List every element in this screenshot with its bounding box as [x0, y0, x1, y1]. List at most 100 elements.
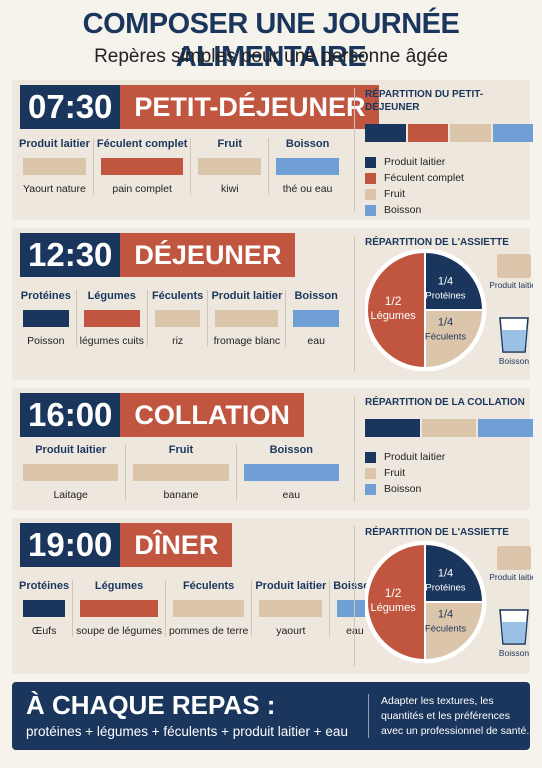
glass-water: [501, 330, 527, 351]
extra-label: Produit laitier: [489, 280, 533, 290]
distribution-panel: RÉPARTITION DE L'ASSIETTE 1/2 Légumes 1/4 Pr…: [354, 236, 539, 372]
item-category: Boisson: [294, 290, 338, 302]
item-food: Yaourt nature: [23, 183, 86, 195]
meal-items: Produit laitier Yaourt nature Féculent com…: [16, 138, 346, 195]
meal-time: 19:00: [20, 523, 121, 567]
item-swatch: [80, 600, 158, 617]
distribution-panel: RÉPARTITION DE L'ASSIETTE 1/2 Légumes 1/4 Pr…: [354, 526, 539, 666]
meal-items: Produit laitier Laitage Fruit banane Boisson…: [16, 444, 346, 501]
item-food: légumes cuits: [79, 335, 144, 347]
item-food: Œufs: [31, 625, 57, 637]
item-swatch: [83, 310, 140, 327]
item-category: Produit laitier: [35, 444, 107, 456]
slice-fraction: 1/4: [438, 317, 453, 329]
meal-time: 16:00: [20, 393, 121, 437]
item-category: Boisson: [269, 444, 314, 456]
legend-item: Boisson: [365, 481, 533, 497]
bar-segment: [492, 124, 533, 142]
legend-swatch: [365, 156, 376, 168]
legend-label: Boisson: [384, 483, 422, 495]
item-food: eau: [307, 335, 325, 347]
item: Produit laitier Yaourt nature: [16, 138, 94, 195]
item: Boisson thé ou eau: [269, 138, 346, 195]
item: Protéines Poisson: [16, 290, 77, 347]
item-food: Laitage: [53, 489, 88, 501]
item-food: banane: [163, 489, 199, 501]
item: Légumes soupe de légumes: [73, 580, 166, 637]
item-category: Protéines: [20, 290, 71, 302]
item-food: riz: [172, 335, 184, 347]
item-category: Légumes: [87, 290, 136, 302]
item-category: Féculent complet: [96, 138, 188, 150]
item-food: kiwi: [221, 183, 239, 195]
distribution-bar: [365, 419, 534, 437]
distribution-panel: RÉPARTITION DU PETIT-DÉJEUNER Produit lai…: [354, 88, 533, 216]
dairy-swatch: [497, 254, 531, 278]
title: COMPOSER UNE JOURNÉE ALIMENTAIRE: [82, 8, 460, 73]
meal-time: 12:30: [20, 233, 121, 277]
panel-title: RÉPARTITION DE L'ASSIETTE: [365, 527, 509, 538]
extra-label: Boisson: [499, 356, 530, 366]
item-category: Boisson: [285, 138, 330, 150]
slice-label: Protéines: [425, 290, 465, 301]
plate-rim: [363, 540, 487, 664]
plate-rim: [363, 248, 487, 372]
meal-name: PETIT-DÉJEUNER: [120, 85, 380, 129]
footer-note: Adapter les textures, les quantités et l…: [368, 694, 531, 738]
item-category: Produit laitier: [255, 580, 327, 592]
item-swatch: [198, 158, 262, 175]
meal-name: DÎNER: [120, 523, 233, 567]
legend-item: Produit laitier: [365, 154, 533, 170]
item-category: Fruit: [168, 444, 194, 456]
slice-label: Légumes: [370, 602, 416, 614]
slice-fraction: 1/4: [438, 609, 453, 621]
item: Féculent complet pain complet: [94, 138, 192, 195]
meal-section: 16:00 COLLATION Produit laitier Laitage Frui…: [12, 388, 534, 510]
meal-section: 12:30 DÉJEUNER Protéines Poisson Légumes légu…: [12, 228, 539, 380]
bar-segment: [365, 124, 406, 142]
legend-item: Féculent complet: [365, 170, 533, 186]
meal-time: 07:30: [20, 85, 121, 129]
footer: À CHAQUE REPAS : protéines + légumes + f…: [12, 682, 530, 750]
meal-section: 07:30 PETIT-DÉJEUNER Produit laitier Yaourt…: [12, 80, 533, 220]
meal-header: 12:30 DÉJEUNER: [20, 233, 296, 277]
legend-item: Produit laitier: [365, 449, 533, 465]
item-swatch: [154, 310, 201, 327]
item-food: thé ou eau: [282, 183, 333, 195]
item: Fruit kiwi: [191, 138, 270, 195]
item-category: Féculents: [182, 580, 235, 592]
meal-name: COLLATION: [120, 393, 304, 437]
item: Boisson eau: [286, 290, 346, 347]
meal-header: 16:00 COLLATION: [20, 393, 304, 437]
plate-slice: [366, 542, 426, 662]
dairy-swatch: [497, 546, 531, 570]
bar-segment: [407, 124, 448, 142]
legend-item: Fruit: [365, 465, 533, 481]
item-swatch: [243, 464, 339, 481]
legend-swatch: [365, 204, 376, 216]
legend-label: Fruit: [384, 467, 405, 479]
bar-segment: [478, 419, 534, 437]
legend-label: Fruit: [384, 188, 405, 200]
legend-label: Féculent complet: [384, 172, 464, 184]
item-swatch: [276, 158, 339, 175]
plate: 1/2 Légumes 1/4 Protéines 1/4 Féculents Produi…: [363, 248, 539, 372]
item-swatch: [100, 158, 184, 175]
item-category: Produit laitier: [19, 138, 90, 150]
item: Boisson eau: [237, 444, 346, 501]
slice-label: Légumes: [370, 310, 416, 322]
legend-label: Boisson: [384, 204, 422, 216]
slice-fraction: 1/4: [438, 567, 453, 579]
item-swatch: [23, 158, 86, 175]
meal-section: 19:00 DÎNER Protéines Œufs Légumes soupe de l…: [12, 518, 539, 674]
plate: 1/2 Légumes 1/4 Protéines 1/4 Féculents Produi…: [363, 540, 539, 664]
plate-slice: [424, 601, 485, 662]
legend-label: Produit laitier: [384, 451, 446, 463]
item-food: yaourt: [276, 625, 306, 637]
plate-slice: [424, 542, 485, 603]
item: Produit laitier fromage blanc: [208, 290, 287, 347]
item-category: Fruit: [217, 138, 242, 150]
legend-label: Produit laitier: [384, 156, 446, 168]
legend-item: Fruit: [365, 186, 533, 202]
item: Protéines Œufs: [16, 580, 74, 637]
